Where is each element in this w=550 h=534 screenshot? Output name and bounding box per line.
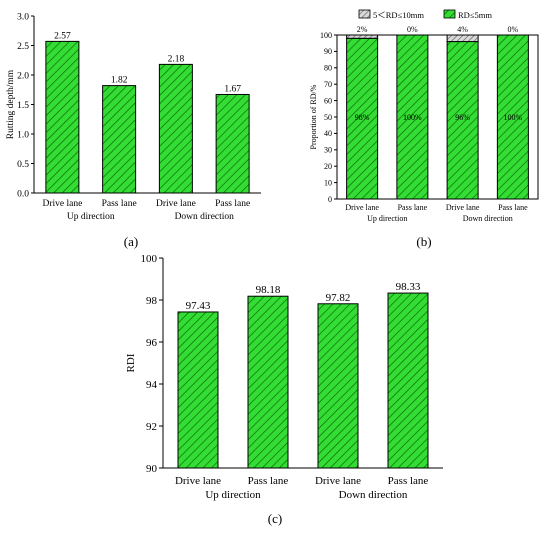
y-tick-label: 2.0 <box>17 71 29 81</box>
bar <box>496 34 529 200</box>
group-label: Down direction <box>463 214 513 223</box>
x-tick-label: Pass lane <box>398 203 428 212</box>
y-tick-label: 0.5 <box>17 160 29 170</box>
bar <box>102 85 137 194</box>
y-tick-label: 96 <box>146 337 158 349</box>
bar-segment <box>346 34 379 39</box>
y-tick-label: 10 <box>324 178 332 187</box>
x-tick-label: Drive lane <box>175 475 221 487</box>
legend-label-rd-5-10: 5＜RD≤10mm <box>373 10 424 20</box>
panel-label-b: (b) <box>416 234 431 249</box>
y-tick-label: 90 <box>146 463 158 475</box>
y-tick-label: 94 <box>146 379 158 391</box>
y-tick-label: 40 <box>324 129 332 138</box>
bar <box>396 34 429 200</box>
x-tick-label: Pass lane <box>215 199 250 209</box>
legend-swatch-rd-le-5 <box>443 9 456 19</box>
data-label: 2.57 <box>54 31 71 41</box>
data-label: 100% <box>504 113 523 122</box>
data-label: 2.18 <box>168 54 185 64</box>
legend-swatch-rd-5-10 <box>358 9 371 19</box>
data-label: 97.43 <box>186 300 211 312</box>
y-tick-label: 98 <box>146 295 158 307</box>
bar <box>158 63 193 194</box>
y-tick-label: 50 <box>324 113 332 122</box>
x-tick-label: Drive lane <box>156 199 196 209</box>
legend: 5＜RD≤10mm RD≤5mm <box>358 9 492 20</box>
group-label: Up direction <box>367 214 407 223</box>
y-tick-label: 30 <box>324 146 332 155</box>
y-tick-label: 92 <box>146 421 157 433</box>
data-label: 1.82 <box>111 76 128 86</box>
y-tick-label: 100 <box>320 31 332 40</box>
y-axis-label: Proportion of RD/% <box>309 84 318 149</box>
x-tick-label: Drive lane <box>446 203 480 212</box>
bar <box>215 93 250 194</box>
data-label: 96% <box>455 113 470 122</box>
group-label: Down direction <box>175 212 235 222</box>
data-label: 98.33 <box>396 281 421 293</box>
y-tick-label: 3.0 <box>17 12 29 22</box>
x-tick-label: Pass lane <box>498 203 528 212</box>
bar <box>45 40 80 194</box>
data-label: 98% <box>355 113 370 122</box>
data-label: 0% <box>407 25 418 34</box>
panel-label-a: (a) <box>124 234 138 249</box>
bar <box>346 37 379 200</box>
y-tick-label: 0 <box>328 195 332 204</box>
y-tick-label: 2.5 <box>17 42 29 52</box>
y-tick-label: 1.5 <box>17 101 29 111</box>
bar <box>247 295 289 469</box>
data-label: 98.18 <box>256 284 281 296</box>
y-tick-label: 60 <box>324 96 332 105</box>
y-axis-label: Rutting depth/mm <box>6 69 16 139</box>
legend-label-rd-le-5: RD≤5mm <box>458 10 492 20</box>
bar-segment <box>446 34 479 43</box>
y-tick-label: 80 <box>324 64 332 73</box>
y-axis-label: RDI <box>125 353 137 372</box>
y-tick-label: 0.0 <box>17 189 29 199</box>
x-tick-label: Pass lane <box>388 475 429 487</box>
data-label: 1.67 <box>224 84 241 94</box>
chart-panel-a: (a) 0.0 0.5 1.0 1.5 2.0 2.5 3.0 Rutting depth/m… <box>6 12 261 249</box>
group-label: Down direction <box>339 489 408 501</box>
chart-panel-c: (c) 90 92 94 96 98 100 RDI 97.43 98.18 97.82 98.33… <box>125 253 443 526</box>
chart-panel-b: (b) 5＜RD≤10mm RD≤5mm 0 10 20 30 40 50 60 70 80 90… <box>309 9 539 249</box>
data-label: 2% <box>357 25 368 34</box>
panel-label-c: (c) <box>268 511 282 526</box>
data-label: 100% <box>403 113 422 122</box>
x-tick-label: Pass lane <box>248 475 289 487</box>
data-label: 4% <box>457 25 468 34</box>
group-label: Up direction <box>67 212 115 222</box>
y-tick-label: 90 <box>324 47 332 56</box>
bar <box>387 292 429 469</box>
bar <box>446 41 479 200</box>
x-tick-label: Pass lane <box>102 199 137 209</box>
y-tick-label: 1.0 <box>17 130 29 140</box>
bar <box>177 311 219 469</box>
x-tick-label: Drive lane <box>42 199 82 209</box>
y-tick-label: 20 <box>324 162 332 171</box>
data-label: 97.82 <box>326 292 351 304</box>
group-label: Up direction <box>205 489 261 501</box>
x-tick-label: Drive lane <box>315 475 361 487</box>
bar <box>317 303 359 469</box>
x-tick-label: Drive lane <box>345 203 379 212</box>
y-tick-label: 70 <box>324 80 332 89</box>
y-tick-label: 100 <box>141 253 158 265</box>
data-label: 0% <box>508 25 519 34</box>
